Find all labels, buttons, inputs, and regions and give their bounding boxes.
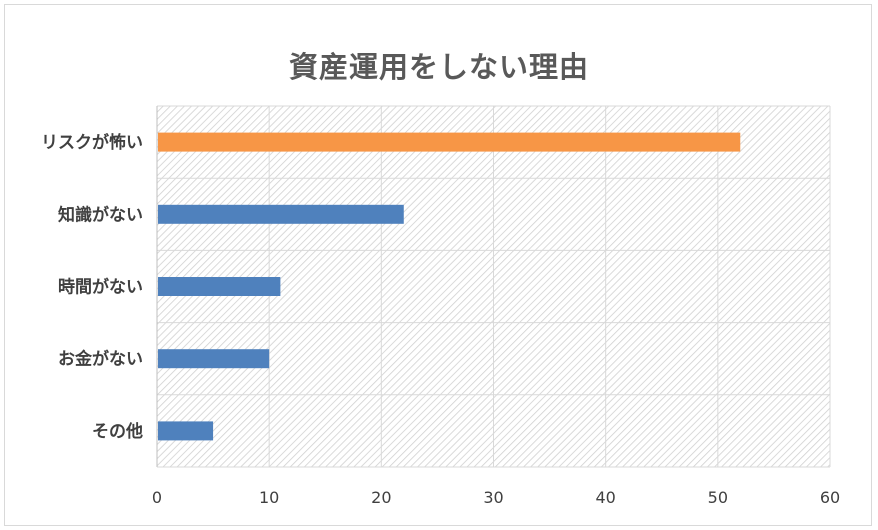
gridlines: [156, 105, 831, 468]
bar: [158, 132, 741, 152]
x-tick-label: 10: [259, 488, 279, 507]
bar: [158, 204, 404, 224]
x-tick-label: 40: [595, 488, 615, 507]
bars: [158, 132, 741, 441]
x-tick-label: 50: [708, 488, 728, 507]
bar: [158, 349, 270, 369]
bar: [158, 277, 281, 296]
category-label: その他: [92, 421, 143, 442]
category-label: リスクが怖い: [41, 132, 143, 153]
bar: [158, 421, 214, 441]
x-tick-label: 30: [483, 488, 503, 507]
x-tick-label: 0: [152, 488, 162, 507]
x-tick-label: 60: [820, 488, 840, 507]
category-label: お金がない: [58, 349, 143, 370]
x-tick-label: 20: [371, 488, 391, 507]
chart-title: 資産運用をしない理由: [288, 50, 589, 84]
category-label: 時間がない: [58, 277, 143, 298]
x-tick-labels: 0 10 20 30 40 50 60: [152, 488, 840, 507]
category-label: 知識がない: [57, 204, 143, 225]
